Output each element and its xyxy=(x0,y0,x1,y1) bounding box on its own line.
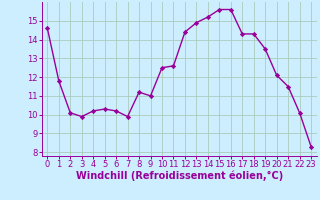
X-axis label: Windchill (Refroidissement éolien,°C): Windchill (Refroidissement éolien,°C) xyxy=(76,171,283,181)
